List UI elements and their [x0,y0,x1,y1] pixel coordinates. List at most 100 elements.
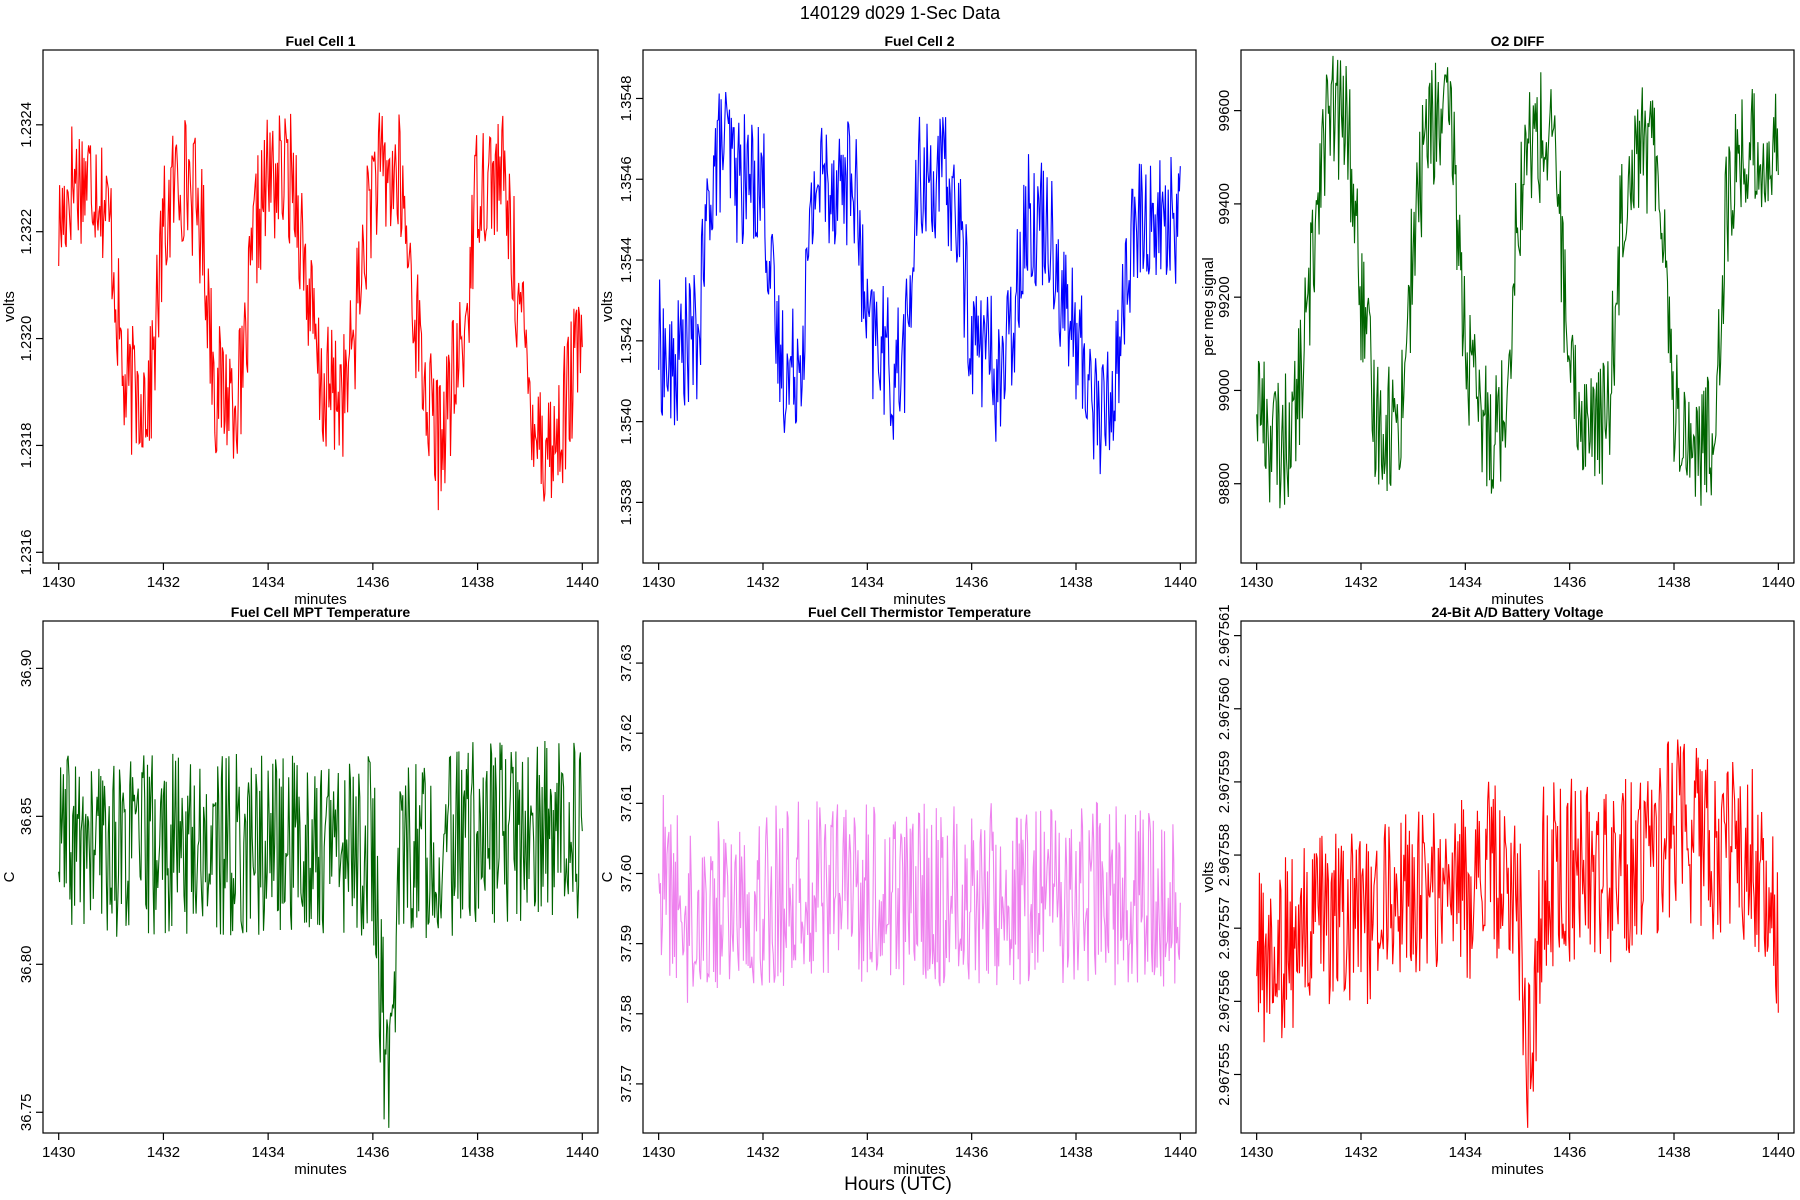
x-tick-label: 1434 [1449,574,1482,591]
y-axis-label: C [1,871,18,882]
y-tick-label: 1.2324 [18,102,35,148]
y-tick-label: 36.75 [18,1094,35,1132]
chart-panel-2: Fuel Cell 2 1430 1432 1434 1436 1438 1440 minut… [599,33,1197,608]
x-tick-label: 1438 [1657,1144,1690,1161]
y-axis-label: volts [599,291,616,322]
x-tick-label: 1430 [1240,1144,1273,1161]
x-tick-label: 1430 [42,574,75,591]
y-axis-label: volts [1200,862,1217,893]
x-tick-label: 1430 [1240,574,1273,591]
plot-frame [42,620,599,1134]
plot-frame [642,620,1197,1134]
y-tick-label: 1.2316 [18,529,35,575]
chart-title: Fuel Cell 2 [884,33,954,49]
y-tick-label: 99200 [1216,276,1233,318]
y-tick-label: 1.3540 [618,399,635,445]
y-tick-label: 2.967561 [1216,604,1233,667]
x-tick-label: 1436 [955,574,988,591]
y-tick-label: 1.3538 [618,479,635,525]
y-tick-label: 1.3544 [618,237,635,283]
y-axis-label: per meg signal [1200,257,1217,355]
x-tick-label: 1432 [746,1144,779,1161]
y-tick-label: 1.2318 [18,422,35,468]
x-tick-label: 1436 [1553,574,1586,591]
y-tick-label: 2.967556 [1216,970,1233,1033]
y-tick-label: 36.85 [18,798,35,836]
x-tick-label: 1440 [1164,574,1197,591]
x-tick-label: 1436 [955,1144,988,1161]
plot-frame [1240,620,1795,1134]
x-tick-label: 1430 [642,574,675,591]
x-tick-label: 1434 [251,574,284,591]
x-tick-label: 1440 [1762,574,1795,591]
y-tick-label: 2.967560 [1216,677,1233,740]
chart-panel-3: O2 DIFF 1430 1432 1434 1436 1438 1440 minutes 98… [1200,33,1795,608]
y-tick-label: 37.60 [618,855,635,893]
plot-frame [42,49,599,564]
chart-title: Fuel Cell MPT Temperature [231,604,411,620]
y-tick-label: 1.3548 [618,76,635,122]
x-tick-label: 1432 [147,1144,180,1161]
series-line [58,740,583,1128]
x-tick-label: 1436 [356,574,389,591]
x-axis-label: minutes [1491,591,1544,608]
y-tick-label: 99400 [1216,183,1233,225]
figure-title: 140129 d029 1-Sec Data [800,3,1001,23]
x-tick-label: 1430 [42,1144,75,1161]
y-tick-label: 36.80 [18,946,35,984]
series-line [658,91,1181,475]
y-tick-label: 2.967557 [1216,897,1233,960]
series-line [58,112,583,511]
chart-title: Fuel Cell 1 [285,33,355,49]
chart-title: Fuel Cell Thermistor Temperature [808,604,1031,620]
chart-panel-5: Fuel Cell Thermistor Temperature 1430 1432… [599,604,1197,1178]
y-axis-label: volts [1,291,18,322]
y-tick-label: 1.2322 [18,209,35,255]
y-tick-label: 37.59 [618,925,635,963]
x-tick-label: 1438 [461,1144,494,1161]
chart-panel-1: Fuel Cell 1 1430 1432 1434 1436 1438 1440 minut… [1,33,599,608]
x-tick-label: 1440 [1762,1144,1795,1161]
x-axis-label: minutes [893,1161,946,1178]
y-axis-label: C [599,871,616,882]
y-tick-label: 36.90 [18,650,35,688]
y-tick-label: 1.3542 [618,318,635,364]
x-tick-label: 1432 [1344,574,1377,591]
y-tick-label: 37.62 [618,714,635,752]
y-tick-label: 99600 [1216,90,1233,132]
chart-title: 24-Bit A/D Battery Voltage [1432,604,1604,620]
x-axis-label: minutes [294,1161,347,1178]
y-tick-label: 2.967559 [1216,751,1233,814]
x-tick-label: 1438 [1059,574,1092,591]
x-axis-label: minutes [893,591,946,608]
x-axis-label: minutes [294,591,347,608]
x-tick-label: 1440 [566,574,599,591]
x-tick-label: 1434 [251,1144,284,1161]
figure-x-label: Hours (UTC) [844,1174,952,1195]
series-line [658,794,1181,1003]
chart-panel-6: 24-Bit A/D Battery Voltage 1430 1432 1434 14… [1200,604,1795,1178]
x-tick-label: 1438 [461,574,494,591]
chart-title: O2 DIFF [1491,33,1545,49]
y-tick-label: 37.58 [618,995,635,1033]
x-tick-label: 1438 [1059,1144,1092,1161]
y-tick-label: 99000 [1216,370,1233,412]
y-tick-label: 37.61 [618,785,635,823]
x-tick-label: 1440 [566,1144,599,1161]
series-line [1256,55,1779,509]
y-tick-label: 37.57 [618,1065,635,1103]
x-tick-label: 1432 [147,574,180,591]
x-tick-label: 1434 [851,574,884,591]
x-tick-label: 1436 [356,1144,389,1161]
y-tick-label: 37.63 [618,644,635,682]
y-tick-label: 98800 [1216,463,1233,505]
x-tick-label: 1440 [1164,1144,1197,1161]
x-tick-label: 1436 [1553,1144,1586,1161]
x-tick-label: 1438 [1657,574,1690,591]
x-tick-label: 1434 [1449,1144,1482,1161]
plot-frame [1240,49,1795,564]
x-tick-label: 1432 [1344,1144,1377,1161]
x-tick-label: 1432 [746,574,779,591]
plot-frame [642,49,1197,564]
